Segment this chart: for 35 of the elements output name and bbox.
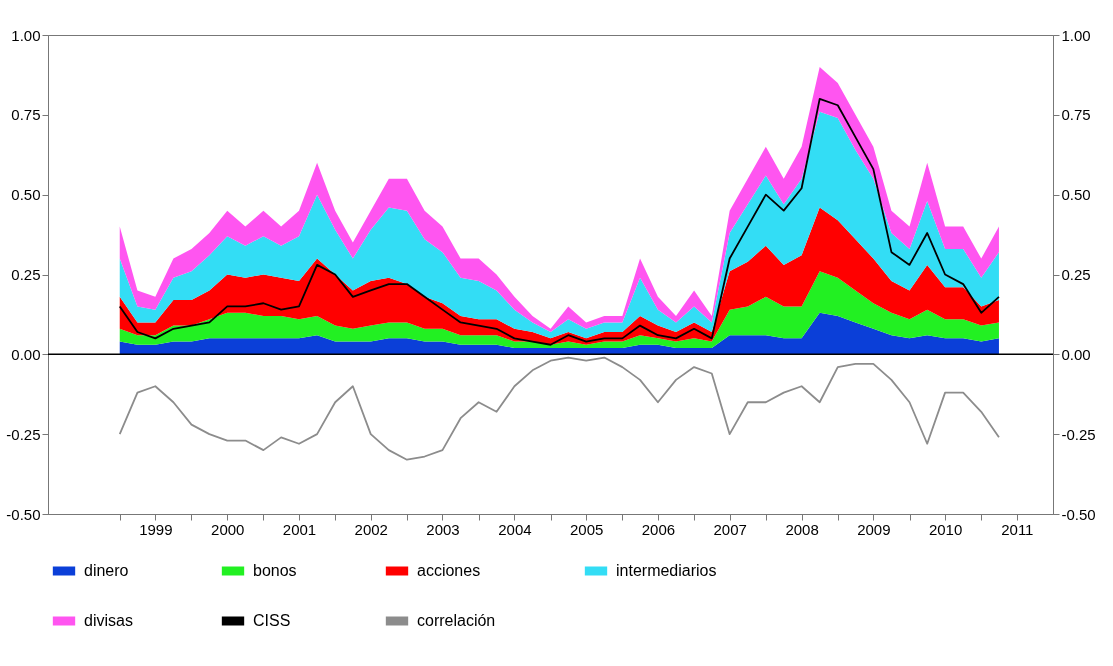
y2-tick-label: -0.25 (1061, 425, 1096, 443)
y2-tick-label: 0.25 (1061, 266, 1091, 283)
legend-label: correlación (417, 612, 496, 629)
y2-tick-label: 0.50 (1061, 186, 1091, 204)
y-tick-label: 0.75 (11, 106, 41, 124)
x-tick-label: 2004 (498, 520, 532, 538)
y-tick-label: -0.50 (6, 505, 41, 523)
legend-label: acciones (417, 562, 481, 579)
legend-label: divisas (84, 612, 133, 629)
y2-tick-label: -0.50 (1061, 505, 1096, 523)
x-tick-label: 2002 (354, 520, 388, 538)
y-tick-label: 0.50 (11, 186, 41, 204)
x-tick-label: 2008 (785, 520, 819, 538)
y-tick-label: -0.25 (6, 425, 41, 443)
y-tick-label: 0.00 (11, 345, 41, 363)
y-tick-label: 1.00 (11, 26, 41, 44)
legend-label: CISS (253, 612, 291, 629)
legend-label: bonos (253, 562, 297, 579)
x-tick-label: 1999 (139, 520, 173, 538)
x-tick-label: 2005 (569, 520, 604, 538)
y-tick-label: 0.25 (11, 266, 41, 283)
legend-label: dinero (84, 562, 129, 579)
x-tick-label: 2006 (641, 520, 676, 538)
line-series (118, 356, 1000, 461)
legend-label: intermediarios (616, 562, 717, 579)
x-tick-label: 2003 (426, 520, 460, 538)
x-tick-label: 2007 (713, 520, 747, 538)
x-tick-label: 2009 (857, 520, 891, 538)
x-tick-label: 2011 (1001, 520, 1034, 538)
x-tick-label: 2001 (282, 520, 317, 538)
x-tick-label: 2000 (211, 520, 245, 538)
y2-tick-label: 0.75 (1061, 106, 1091, 124)
y2-tick-label: 1.00 (1061, 26, 1091, 44)
y2-tick-label: 0.00 (1061, 345, 1091, 363)
x-tick-label: 2010 (928, 520, 963, 538)
